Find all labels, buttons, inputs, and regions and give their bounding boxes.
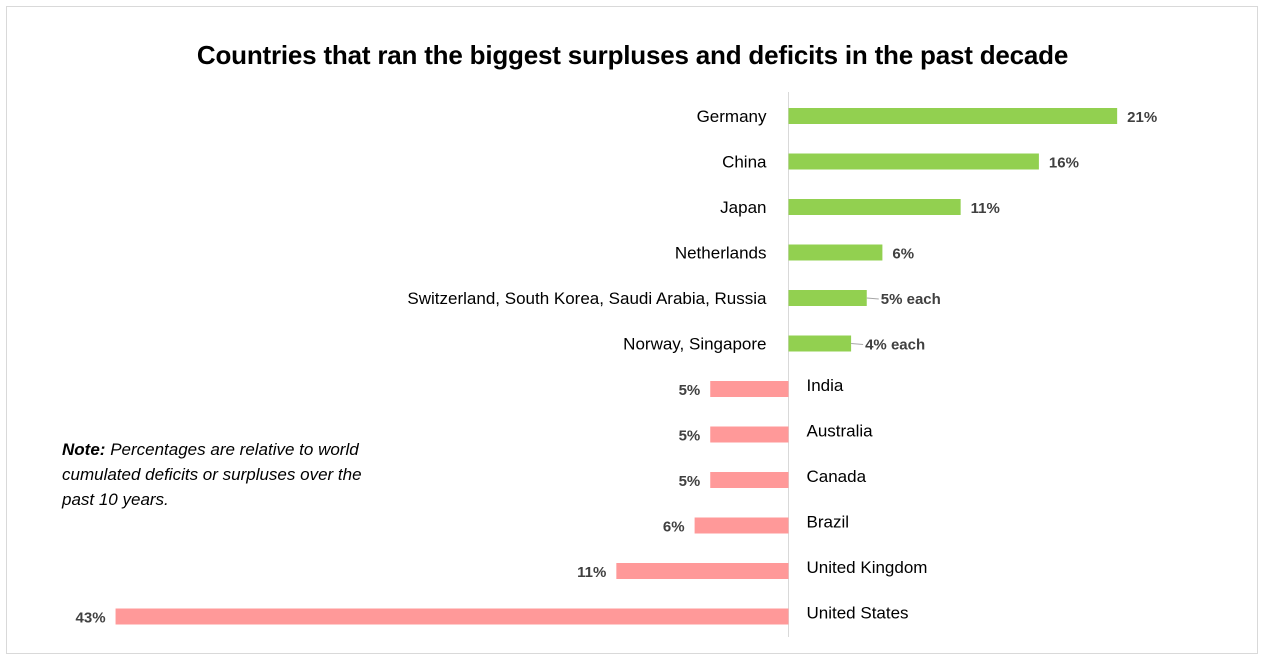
category-label-china: China: [722, 153, 767, 172]
leader-line-norway-singapore: [851, 343, 864, 345]
value-label-germany: 21%: [1127, 109, 1157, 126]
note-label: Note:: [62, 440, 106, 459]
category-label-germany: Germany: [697, 107, 767, 126]
chart-frame: [6, 6, 1258, 654]
value-label-united-kingdom: 11%: [577, 564, 606, 581]
category-label-norway-singapore: Norway, Singapore: [623, 335, 766, 354]
category-label-united-kingdom: United Kingdom: [807, 558, 928, 577]
bar-norway-singapore: [788, 335, 852, 352]
value-label-india: 5%: [679, 382, 701, 399]
bar-japan: [788, 199, 961, 215]
category-label-netherlands: Netherlands: [675, 244, 767, 263]
leader-line-switzerland-south-korea-saudi-arabia-russia: [866, 297, 879, 300]
value-label-norway-singapore: 4% each: [865, 337, 925, 354]
category-label-switzerland-south-korea-saudi-arabia-russia: Switzerland, South Korea, Saudi Arabia, …: [407, 289, 767, 308]
note-text: Percentages are relative to world cumula…: [62, 440, 362, 509]
bar-switzerland-south-korea-saudi-arabia-russia: [788, 290, 867, 306]
value-label-brazil: 6%: [663, 519, 685, 536]
bar-brazil: [694, 517, 789, 534]
category-label-brazil: Brazil: [807, 513, 850, 532]
bar-germany: [788, 108, 1118, 124]
value-label-canada: 5%: [679, 473, 701, 490]
category-label-australia: Australia: [807, 422, 874, 441]
bar-china: [788, 153, 1039, 170]
value-label-netherlands: 6%: [892, 246, 914, 263]
bar-united-kingdom: [616, 563, 789, 579]
value-label-switzerland-south-korea-saudi-arabia-russia: 5% each: [881, 291, 941, 308]
chart-note: Note: Percentages are relative to world …: [62, 437, 362, 512]
category-label-india: India: [807, 376, 844, 395]
category-label-united-states: United States: [807, 604, 909, 623]
value-label-australia: 5%: [679, 428, 701, 445]
bar-india: [710, 381, 789, 397]
chart-title: Countries that ran the biggest surpluses…: [196, 40, 1069, 70]
value-label-japan: 11%: [971, 200, 1000, 217]
value-label-united-states: 43%: [76, 610, 106, 627]
category-label-japan: Japan: [720, 198, 766, 217]
bar-australia: [710, 426, 789, 443]
bar-united-states: [115, 608, 789, 625]
value-label-china: 16%: [1049, 155, 1079, 172]
bar-canada: [710, 472, 789, 488]
bar-netherlands: [788, 244, 883, 261]
category-label-canada: Canada: [807, 467, 867, 486]
